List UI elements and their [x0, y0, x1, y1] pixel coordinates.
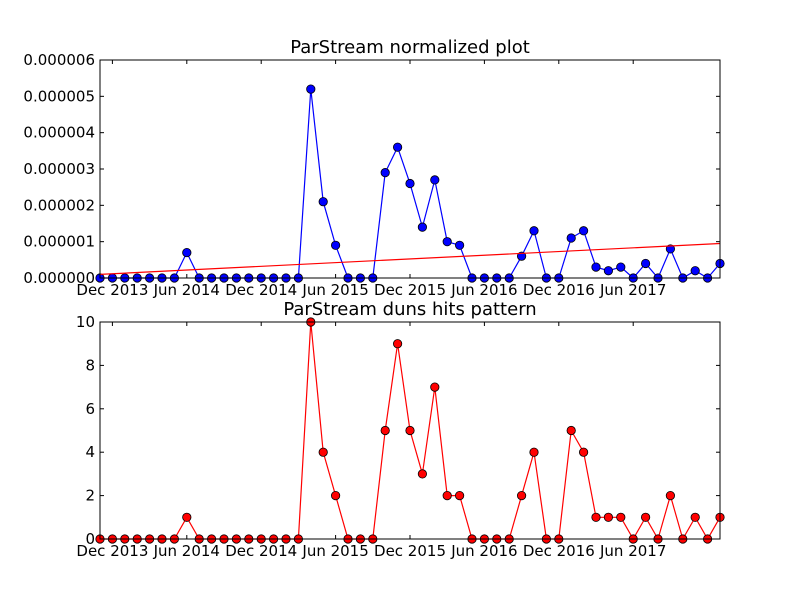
duns-hits-data-point — [392, 339, 403, 349]
duns-hits-data-point — [591, 512, 601, 522]
duns-hits-ticks: 0 2 4 6 8 10 Dec 2013 Jun 2014 Dec 2014 Jun 2015 D… — [76, 313, 720, 560]
normalized-plot-data-point — [417, 222, 427, 232]
duns-hits-series — [95, 317, 725, 544]
normalized-plot-data-point — [318, 197, 328, 207]
duns-hits-x-tick-label: Dec 2013 — [76, 542, 148, 560]
normalized-plot-y-tick-label: 0.000004 — [23, 124, 95, 142]
duns-hits-x-tick-label: Jun 2014 — [153, 542, 220, 560]
normalized-plot-data-point — [392, 142, 403, 152]
duns-hits-data-point — [417, 469, 427, 479]
normalized-plot-x-tick-label: Jun 2016 — [450, 281, 517, 299]
duns-hits-data-point — [529, 447, 539, 457]
normalized-plot-y-tick-label: 0.000000 — [23, 269, 95, 287]
normalized-plot-x-tick-label: Jun 2014 — [153, 281, 220, 299]
normalized-plot-data-point — [182, 247, 192, 258]
normalized-plot-x-tick-label: Jun 2017 — [599, 281, 666, 299]
normalized-plot-data-point — [690, 266, 700, 276]
normalized-plot-x-tick-label: Jun 2015 — [301, 281, 368, 299]
duns-hits-x-tick-label: Dec 2016 — [523, 542, 595, 560]
normalized-plot-data-point — [330, 240, 341, 250]
normalized-plot-trend-line — [99, 242, 721, 275]
normalized-plot-y-tick-label: 0.000002 — [23, 196, 95, 214]
duns-hits-x-tick-label: Jun 2016 — [450, 542, 517, 560]
duns-hits-data-point — [690, 512, 700, 522]
duns-hits-x-tick-label: Jun 2017 — [599, 542, 666, 560]
normalized-plot-data-point — [306, 84, 316, 94]
normalized-plot-ticks: 0.000000 0.000001 0.000002 0.000003 0.000004… — [23, 51, 720, 299]
normalized-plot-data-point — [578, 226, 589, 236]
duns-hits-frame — [99, 321, 721, 540]
normalized-plot-x-tick-label: Dec 2014 — [225, 281, 297, 299]
normalized-plot-x-tick-label: Dec 2016 — [523, 281, 595, 299]
normalized-plot-x-tick-label: Dec 2013 — [76, 281, 148, 299]
duns-hits-x-tick-label: Dec 2014 — [225, 542, 297, 560]
duns-hits-y-tick-label: 10 — [76, 313, 95, 331]
duns-hits-title: ParStream duns hits pattern — [283, 299, 536, 320]
normalized-plot-data-point — [380, 168, 390, 178]
duns-hits-data-point — [405, 425, 415, 436]
duns-hits-data-point — [442, 490, 452, 501]
duns-hits-data-point — [516, 490, 527, 501]
normalized-plot-data-point — [566, 233, 576, 243]
normalized-plot-data-point — [603, 266, 614, 276]
normalized-plot-data-point — [516, 251, 527, 261]
duns-hits-data-point — [640, 512, 651, 522]
duns-hits-data-point — [454, 490, 465, 501]
normalized-plot-y-tick-label: 0.000001 — [23, 233, 95, 251]
duns-hits-data-point — [603, 512, 614, 522]
duns-hits-data-point — [330, 490, 341, 501]
duns-hits-y-tick-label: 4 — [85, 443, 95, 461]
duns-hits-y-tick-label: 8 — [85, 356, 95, 374]
normalized-plot-chart: ParStream normalized plot 0.0000000.0000… — [23, 37, 725, 299]
duns-hits-data-point — [380, 425, 390, 436]
normalized-plot-data-point — [454, 240, 465, 250]
duns-hits-data-point — [665, 490, 676, 501]
duns-hits-data-point — [182, 512, 192, 522]
duns-hits-y-tick-label: 2 — [85, 487, 95, 505]
normalized-plot-data-point — [616, 262, 626, 272]
duns-hits-data-point — [566, 425, 576, 436]
normalized-plot-frame — [99, 59, 721, 279]
normalized-plot-y-tick-label: 0.000003 — [23, 160, 95, 178]
duns-hits-data-point — [318, 447, 328, 457]
normalized-plot-y-tick-label: 0.000005 — [23, 87, 95, 105]
duns-hits-data-point — [578, 447, 589, 457]
normalized-plot-data-point — [640, 258, 651, 269]
normalized-plot-title: ParStream normalized plot — [290, 37, 530, 58]
normalized-plot-data-point — [665, 244, 676, 254]
duns-hits-chart: ParStream duns hits pattern 0 2 4 6 8 10 Dec 2… — [76, 299, 725, 560]
duns-hits-x-tick-label: Jun 2015 — [301, 542, 368, 560]
duns-hits-y-tick-label: 6 — [85, 400, 95, 418]
normalized-plot-y-tick-label: 0.000006 — [23, 51, 95, 69]
normalized-plot-x-tick-label: Dec 2015 — [374, 281, 446, 299]
duns-hits-data-point — [616, 512, 626, 522]
normalized-plot-data-point — [442, 237, 452, 247]
normalized-plot-data-point — [430, 175, 440, 185]
duns-hits-y-tick-label: 0 — [85, 530, 95, 548]
duns-hits-data-point — [430, 382, 440, 392]
normalized-plot-data-point — [405, 178, 415, 189]
duns-hits-x-tick-label: Dec 2015 — [374, 542, 446, 560]
normalized-plot-data-point — [591, 262, 601, 272]
normalized-plot-data-point — [529, 226, 539, 236]
